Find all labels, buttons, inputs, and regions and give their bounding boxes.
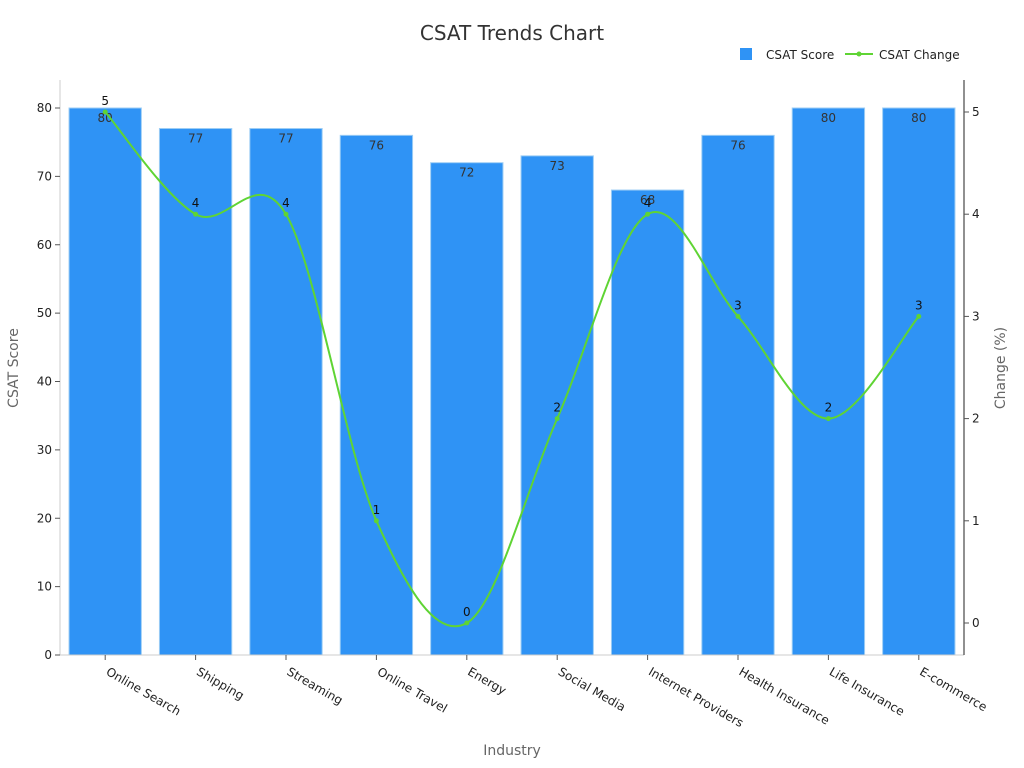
bar [701, 134, 775, 656]
bar [339, 134, 414, 656]
y-tick-label: 70 [37, 169, 52, 183]
legend-line-label: CSAT Change [879, 48, 960, 62]
x-tick-label: E-commerce [917, 664, 989, 714]
legend-bar-label: CSAT Score [766, 48, 834, 62]
y2-tick-label: 1 [972, 514, 980, 528]
line-point [102, 109, 108, 115]
bar-value-label: 77 [278, 132, 293, 146]
y2-tick-label: 3 [972, 309, 980, 323]
bar-value-label: 73 [550, 159, 565, 173]
x-tick-label: Streaming [285, 664, 346, 707]
bar [610, 189, 685, 656]
bar [882, 107, 956, 656]
bar [430, 162, 504, 656]
y-axis-title: CSAT Score [6, 328, 22, 408]
y2-tick-label: 2 [972, 412, 980, 426]
line-point [373, 518, 379, 524]
y-tick-label: 20 [37, 511, 52, 525]
bar-value-label: 68 [640, 193, 655, 207]
y2-tick-label: 0 [972, 616, 980, 630]
x-axis-ticks: Online Search Shipping Streaming Online Tra… [104, 655, 989, 730]
bar-labels-group: 80 77 77 76 72 73 68 76 80 80 [98, 111, 927, 207]
bar [791, 107, 866, 656]
y-tick-label: 40 [37, 375, 52, 389]
line-point [464, 620, 470, 626]
y-tick-label: 10 [37, 580, 52, 594]
line-point-label: 4 [644, 196, 652, 210]
y-tick-label: 0 [44, 648, 52, 662]
x-tick-label: Online Travel [375, 664, 450, 715]
x-tick-label: Health Insurance [737, 664, 832, 727]
line-point-label: 5 [101, 94, 109, 108]
legend: CSAT Score CSAT Change [740, 48, 960, 62]
bar-value-label: 76 [730, 138, 745, 152]
y-tick-label: 60 [37, 238, 52, 252]
line-point [916, 313, 922, 319]
line-point-label: 3 [915, 298, 923, 312]
bar [68, 107, 142, 656]
left-axis-ticks: 0 10 20 30 40 50 60 70 80 [37, 101, 60, 662]
right-axis-ticks: 0 1 2 3 4 5 [964, 105, 980, 630]
bar-value-label: 77 [188, 132, 203, 146]
x-tick-label: Social Media [556, 664, 628, 714]
x-tick-label: Life Insurance [827, 664, 907, 718]
legend-line-marker [856, 51, 862, 57]
line-point-label: 2 [825, 401, 833, 415]
chart-title: CSAT Trends Chart [420, 21, 604, 45]
line-point-label: 2 [553, 401, 561, 415]
line-point [193, 211, 199, 217]
line-point [283, 211, 289, 217]
y-tick-label: 30 [37, 443, 52, 457]
y2-axis-title: Change (%) [993, 327, 1009, 409]
line-point-label: 1 [373, 503, 381, 517]
bar-value-label: 76 [369, 138, 384, 152]
x-tick-label: Shipping [194, 664, 246, 702]
x-tick-label: Internet Providers [646, 664, 746, 730]
x-tick-label: Energy [465, 664, 508, 697]
y-tick-label: 50 [37, 306, 52, 320]
csat-change-line [104, 111, 920, 628]
line-point-label: 3 [734, 298, 742, 312]
y2-tick-label: 4 [972, 207, 980, 221]
line-point-label: 0 [463, 605, 471, 619]
x-axis-title: Industry [483, 743, 541, 759]
y-tick-label: 80 [37, 101, 52, 115]
line-points-group [102, 109, 922, 626]
line-point-label: 4 [282, 196, 290, 210]
line-labels-group: 5 4 4 1 0 2 4 3 2 3 [101, 94, 922, 619]
bar-value-label: 80 [911, 111, 926, 125]
bar-value-label: 80 [98, 111, 113, 125]
bar-value-label: 72 [459, 166, 474, 180]
y2-tick-label: 5 [972, 105, 980, 119]
legend-bar-swatch [740, 48, 752, 60]
line-point [645, 211, 651, 217]
bar-value-label: 80 [821, 111, 836, 125]
line-point [735, 313, 741, 319]
line-point [554, 416, 560, 422]
bars-group [68, 107, 956, 656]
line-point-label: 4 [192, 196, 200, 210]
x-tick-label: Online Search [104, 664, 184, 718]
line-point [825, 416, 831, 422]
